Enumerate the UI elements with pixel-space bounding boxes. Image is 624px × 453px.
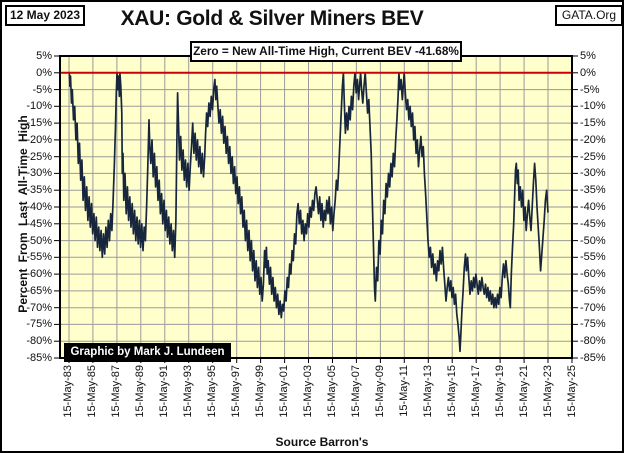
y-axis-label-right: -45% [580,217,606,230]
x-axis-label: 15-May-01 [278,365,291,418]
y-axis-label-right: -35% [580,184,606,197]
annotation-box: Zero = New All-Time High, Current BEV -4… [190,41,462,62]
y-axis-label-left: -60% [26,268,52,281]
y-axis-label-right: -85% [580,352,606,364]
y-axis-label-left: 5% [36,50,52,62]
y-axis-label-right: 0% [580,66,596,79]
org-label: GATA.Org [561,8,617,22]
date-label: 12 May 2023 [9,8,81,22]
x-axis-label: 15-May-85 [86,365,99,418]
chart-title: XAU: Gold & Silver Miners BEV [120,7,424,30]
x-axis-label: 15-May-03 [302,365,314,418]
y-axis-label-left: -5% [32,83,52,96]
x-axis-label: 15-May-93 [182,365,195,418]
y-axis-label-left: -70% [26,301,52,314]
y-axis-label-left: -10% [26,100,52,113]
x-axis-label: 15-May-11 [397,365,410,417]
x-axis-label: 15-May-17 [469,365,482,418]
y-axis-label-right: -80% [580,335,606,348]
x-axis-label: 15-May-83 [62,365,75,418]
x-axis-label: 15-May-99 [254,365,267,418]
y-axis-label-left: -50% [26,234,52,247]
y-axis-label-right: -40% [580,201,606,213]
x-axis-label: 15-May-07 [349,365,362,418]
y-axis-label-right: -65% [580,284,606,297]
watermark-text: Graphic by Mark J. Lundeen [70,346,225,358]
x-axis-label: 15-May-95 [206,365,219,418]
x-axis-label: 15-May-09 [373,365,386,418]
x-axis-label: 15-May-19 [493,365,506,418]
y-axis-label-right: -75% [580,318,606,331]
y-axis-label-right: -60% [580,268,606,281]
y-axis-label-left: -80% [26,335,52,348]
y-axis-label-left: -45% [26,217,52,230]
x-axis-label: 15-May-21 [517,365,530,418]
y-axis-label-left: -20% [26,133,52,146]
y-axis-label-left: -85% [26,352,52,364]
x-axis-label: 15-May-25 [565,365,578,418]
org-box: GATA.Org [555,5,622,26]
y-axis-label-left: -15% [26,117,52,130]
y-axis-label-left: -30% [26,167,52,180]
y-axis-label-right: 5% [580,50,596,62]
y-axis-label-left: -65% [26,284,52,297]
y-axis-label-left: -25% [26,150,52,163]
x-axis-label: 15-May-13 [421,365,434,418]
y-axis-label-right: -5% [580,83,600,96]
y-axis-label-right: -10% [580,100,606,113]
y-axis-label-right: -70% [580,301,606,314]
x-axis-label: 15-May-15 [445,365,458,418]
y-axis-label-right: -25% [580,150,606,163]
y-axis-label-left: -55% [26,251,52,264]
y-axis-label-left: -75% [26,318,52,331]
y-axis-label-left: -40% [26,201,52,213]
bev-series-line [68,71,549,353]
y-axis-label-right: -30% [580,167,606,180]
y-axis-label-right: -20% [580,133,606,146]
source-label: Source Barron's [275,435,369,449]
x-axis-label: 15-May-05 [325,365,338,418]
annotation-text: Zero = New All-Time High, Current BEV -4… [193,44,459,58]
y-axis-label-left: -35% [26,184,52,197]
x-axis-label: 15-May-23 [541,365,554,418]
y-axis-label-right: -55% [580,251,606,264]
y-axis-label-left: 0% [36,66,52,79]
x-axis-label: 15-May-97 [230,365,243,418]
watermark-box: Graphic by Mark J. Lundeen [64,343,231,362]
x-axis-label: 15-May-89 [134,365,147,418]
y-axis-label-right: -50% [580,234,606,247]
x-axis-label: 15-May-91 [158,365,171,418]
y-axis-label-right: -15% [580,117,606,130]
x-axis-label: 15-May-87 [110,365,123,418]
date-box: 12 May 2023 [5,5,85,26]
